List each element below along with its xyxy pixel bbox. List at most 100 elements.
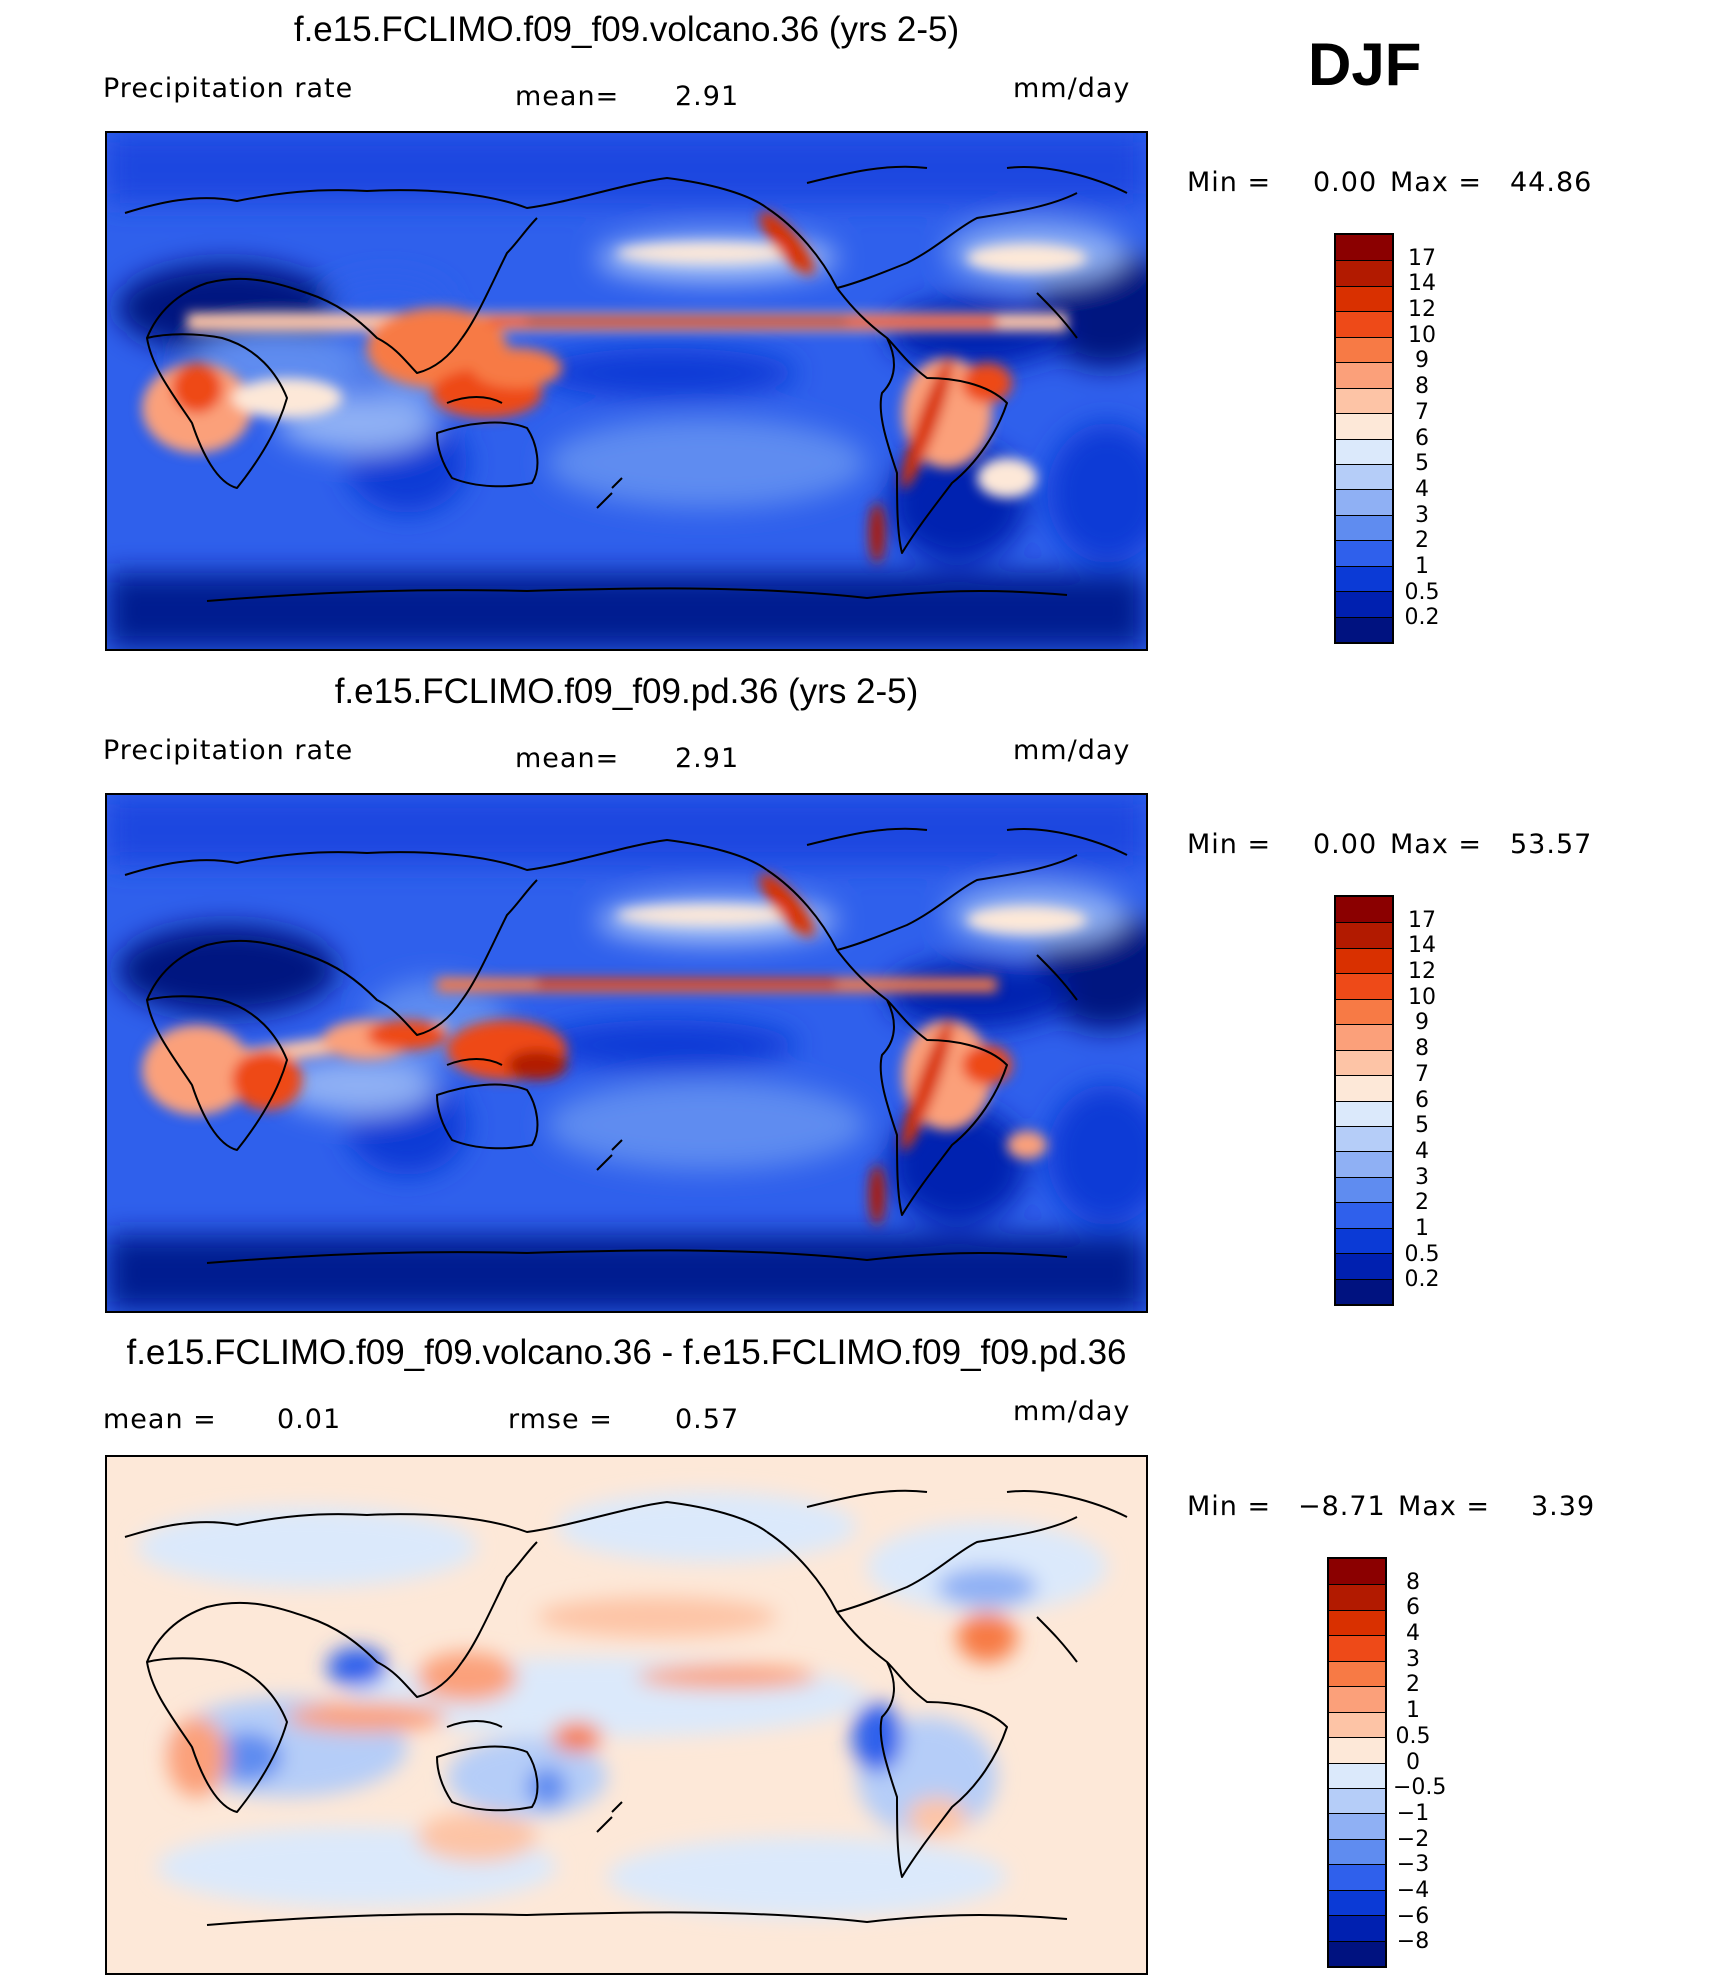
- colorbar-tick-label: 0: [1406, 1749, 1420, 1775]
- colorbar-segment: [1329, 1889, 1385, 1916]
- colorbar-segment: [1336, 463, 1392, 490]
- colorbar-segment: [1329, 1864, 1385, 1890]
- panel-1-min-value: 0.00: [1313, 167, 1378, 198]
- colorbar-tick-label: 10: [1408, 984, 1436, 1010]
- colorbar-segment: [1329, 1940, 1385, 1966]
- panel-1-map: [105, 131, 1148, 651]
- panel-2-units: mm/day: [1013, 735, 1131, 766]
- precip-map-pd: [107, 795, 1146, 1311]
- colorbar-segment: [1336, 514, 1392, 541]
- colorbar-tick-label: 9: [1415, 348, 1429, 374]
- colorbar-segment: [1336, 489, 1392, 515]
- panel-3-map: [105, 1455, 1148, 1975]
- colorbar-segment: [1329, 1813, 1385, 1839]
- colorbar-segment: [1336, 1100, 1392, 1126]
- colorbar-segment: [1336, 1202, 1392, 1228]
- colorbar-segment: [1336, 336, 1392, 363]
- colorbar-tick-label: 2: [1406, 1672, 1420, 1698]
- panel-1-max-value: 44.86: [1510, 167, 1593, 198]
- panel-3-mean-label: mean =: [103, 1404, 217, 1435]
- colorbar-tick-label: −2: [1396, 1826, 1430, 1852]
- colorbar-tick-label: 12: [1408, 959, 1436, 985]
- colorbar-segment: [1336, 540, 1392, 566]
- colorbar-tick-label: 1: [1415, 1215, 1429, 1241]
- colorbar-tick-label: −6: [1396, 1903, 1430, 1929]
- precip-map-volcano: [107, 133, 1146, 649]
- colorbar-2: [1334, 895, 1394, 1306]
- panel-2-title: f.e15.FCLIMO.f09_f09.pd.36 (yrs 2-5): [334, 672, 919, 711]
- colorbar-segment: [1336, 1075, 1392, 1101]
- colorbar-segment: [1336, 1253, 1392, 1279]
- colorbar-segment: [1329, 1559, 1385, 1585]
- panel-3-max-value: 3.39: [1531, 1491, 1596, 1522]
- colorbar-segment: [1336, 362, 1392, 388]
- colorbar-segment: [1336, 1049, 1392, 1076]
- panel-1-units: mm/day: [1013, 73, 1131, 104]
- colorbar-tick-label: 4: [1415, 476, 1429, 502]
- colorbar-tick-label: −4: [1396, 1877, 1430, 1903]
- colorbar-tick-label: 9: [1415, 1010, 1429, 1036]
- colorbar-segment: [1336, 1151, 1392, 1177]
- colorbar-tick-label: −0.5: [1393, 1775, 1447, 1801]
- colorbar-tick-label: 14: [1408, 933, 1436, 959]
- colorbar-segment: [1329, 1762, 1385, 1788]
- colorbar-tick-label: 6: [1415, 425, 1429, 451]
- colorbar-segment: [1329, 1915, 1385, 1941]
- colorbar-tick-label: 0.5: [1404, 1241, 1440, 1267]
- panel-2-variable: Precipitation rate: [103, 735, 354, 766]
- colorbar-segment: [1329, 1787, 1385, 1814]
- colorbar-segment: [1336, 1227, 1392, 1254]
- colorbar-segment: [1336, 1125, 1392, 1152]
- colorbar-segment: [1329, 1635, 1385, 1661]
- panel-3-rmse-value: 0.57: [675, 1404, 740, 1435]
- colorbar-tick-label: 3: [1406, 1646, 1420, 1672]
- colorbar-tick-label: 2: [1415, 528, 1429, 554]
- panel-2-max-value: 53.57: [1510, 829, 1593, 860]
- colorbar-segment: [1336, 973, 1392, 999]
- colorbar-tick-label: −8: [1396, 1929, 1430, 1955]
- colorbar-tick-label: 17: [1408, 245, 1436, 271]
- colorbar-tick-label: 1: [1415, 553, 1429, 579]
- colorbar-tick-label: 12: [1408, 297, 1436, 323]
- colorbar-segment: [1336, 235, 1392, 261]
- panel-1-min-label: Min =: [1187, 167, 1272, 198]
- colorbar-tick-label: 8: [1415, 374, 1429, 400]
- colorbar-segment: [1336, 1278, 1392, 1304]
- colorbar-segment: [1329, 1737, 1385, 1763]
- colorbar-segment: [1336, 311, 1392, 337]
- colorbar-tick-label: 7: [1415, 399, 1429, 425]
- colorbar-segment: [1336, 922, 1392, 948]
- colorbar-segment: [1336, 438, 1392, 464]
- colorbar-segment: [1336, 285, 1392, 312]
- colorbar-segment: [1336, 947, 1392, 974]
- colorbar-3: [1327, 1557, 1387, 1968]
- colorbar-1: [1334, 233, 1394, 644]
- panel-1-title: f.e15.FCLIMO.f09_f09.volcano.36 (yrs 2-5…: [293, 10, 960, 49]
- colorbar-tick-label: 2: [1415, 1190, 1429, 1216]
- colorbar-segment: [1336, 591, 1392, 617]
- panel-3-units: mm/day: [1013, 1396, 1131, 1427]
- colorbar-tick-label: 17: [1408, 907, 1436, 933]
- colorbar-segment: [1336, 616, 1392, 642]
- colorbar-tick-label: 10: [1408, 322, 1436, 348]
- precip-diff-map: [107, 1457, 1146, 1973]
- colorbar-segment: [1329, 1609, 1385, 1636]
- panel-3-min-value: −8.71: [1298, 1491, 1386, 1522]
- panel-1-max-label: Max =: [1390, 167, 1483, 198]
- colorbar-segment: [1336, 387, 1392, 414]
- panel-2-min-value: 0.00: [1313, 829, 1378, 860]
- colorbar-tick-label: 8: [1406, 1569, 1420, 1595]
- colorbar-tick-label: 6: [1406, 1595, 1420, 1621]
- colorbar-segment: [1336, 998, 1392, 1025]
- colorbar-segment: [1336, 260, 1392, 286]
- colorbar-segment: [1336, 413, 1392, 439]
- panel-2-min-label: Min =: [1187, 829, 1272, 860]
- panel-2-mean-value: 2.91: [675, 743, 740, 774]
- colorbar-tick-label: 14: [1408, 271, 1436, 297]
- colorbar-segment: [1336, 897, 1392, 923]
- colorbar-tick-label: 0.2: [1404, 1267, 1440, 1293]
- colorbar-segment: [1329, 1711, 1385, 1738]
- panel-1-variable: Precipitation rate: [103, 73, 354, 104]
- panel-3-max-label: Max =: [1398, 1491, 1491, 1522]
- colorbar-segment: [1329, 1660, 1385, 1687]
